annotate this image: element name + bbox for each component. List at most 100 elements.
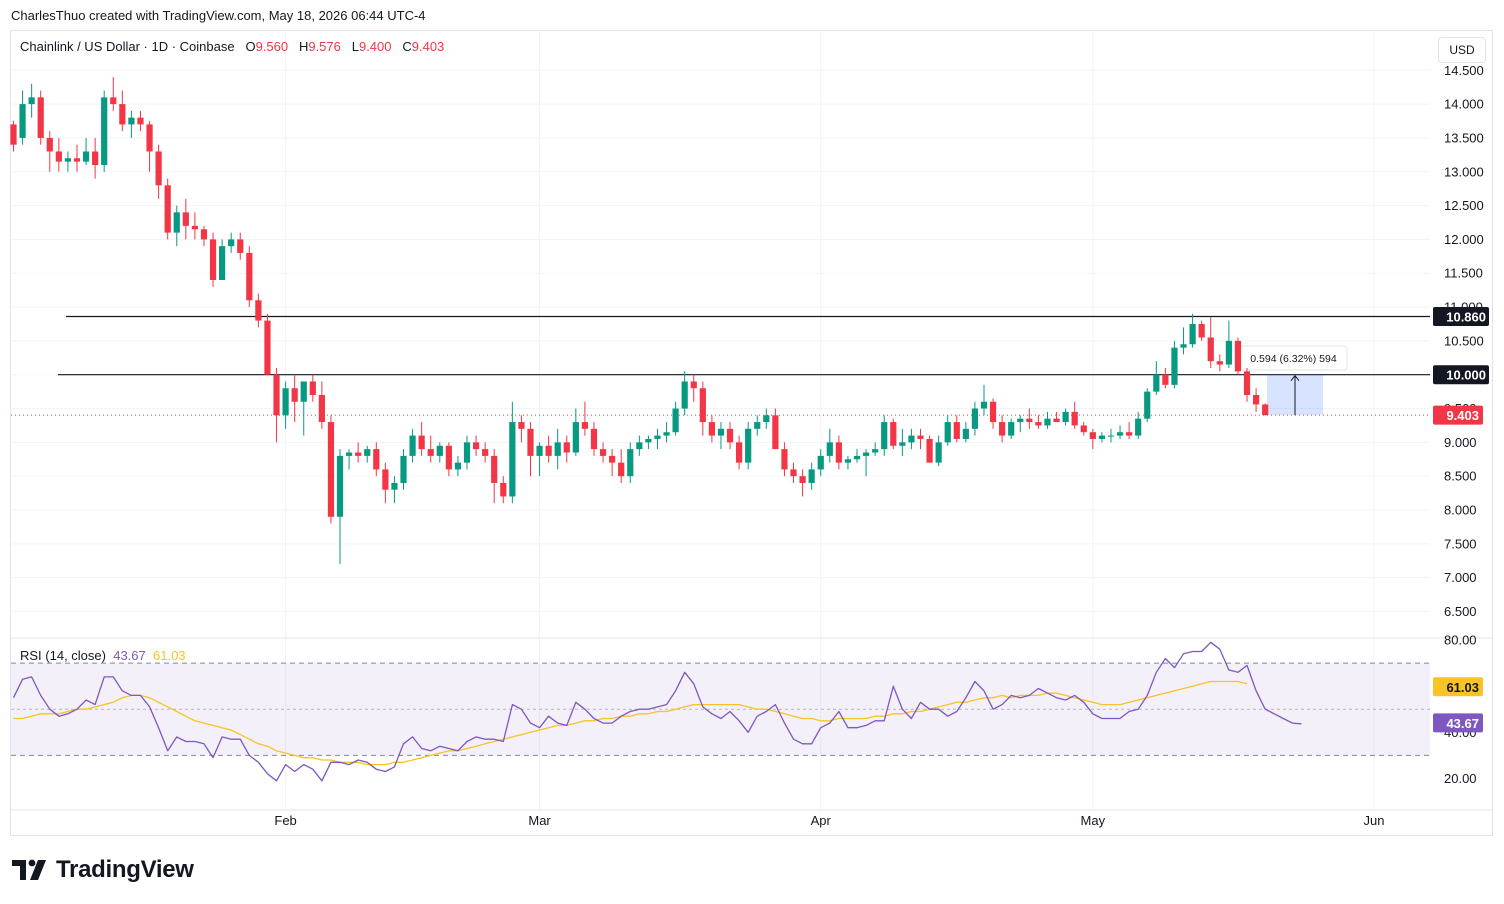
candle-body	[1135, 418, 1142, 436]
symbol-title[interactable]: Chainlink / US Dollar · 1D · Coinbase	[20, 39, 235, 54]
candle-body	[980, 401, 988, 409]
candle-body	[46, 137, 53, 152]
candle-body	[101, 97, 108, 165]
candle-body	[200, 229, 208, 240]
candle-body	[182, 212, 189, 226]
candle-body	[844, 459, 852, 463]
candle-body	[155, 151, 162, 186]
candle-body	[454, 462, 462, 470]
low-label: L	[351, 39, 359, 54]
close-value: 9.403	[411, 39, 445, 54]
chart-frame	[10, 30, 1493, 836]
candle-body	[500, 482, 507, 497]
rsi-title[interactable]: RSI (14, close)	[20, 648, 106, 663]
candle-body	[173, 212, 180, 233]
candle-body	[128, 117, 135, 125]
candle-body	[736, 442, 743, 463]
candle-body	[853, 455, 861, 460]
candle-body	[509, 422, 516, 497]
price-axis-tick: 13.000	[1444, 164, 1484, 179]
candle-body	[808, 469, 815, 483]
measure-label: 0.594 (6.32%) 594	[1250, 353, 1337, 365]
candle-body	[572, 422, 579, 453]
low-value: 9.400	[358, 39, 392, 54]
price-axis-tick: 8.000	[1444, 503, 1477, 518]
candle-body	[1243, 371, 1251, 395]
candle-body	[618, 462, 625, 477]
candle-body	[1035, 422, 1042, 426]
rsi-ma-line	[13, 680, 1248, 766]
candle-body	[799, 476, 806, 483]
candle-body	[327, 422, 335, 517]
candle-body	[418, 435, 425, 450]
candle-body	[726, 428, 734, 443]
price-axis-tick: 8.500	[1444, 469, 1477, 484]
candle-body	[681, 381, 688, 409]
candle-body	[119, 104, 126, 125]
candle-body	[491, 455, 498, 483]
tradingview-logo[interactable]: TradingView	[12, 856, 194, 884]
candle-body	[663, 432, 670, 436]
rsi-ma-legend-value: 61.03	[153, 648, 186, 663]
candle-body	[935, 442, 942, 463]
time-axis-label: May	[1081, 813, 1106, 828]
candle-body	[1207, 337, 1214, 362]
candle-body	[291, 388, 298, 402]
rsi-ma-axis-label-bg	[1433, 677, 1483, 697]
candle-body	[400, 455, 407, 483]
candle-body	[1098, 435, 1105, 439]
candle-body	[636, 442, 643, 450]
hline-axis-label-bg	[1433, 365, 1489, 385]
candle-body	[146, 124, 153, 152]
candle-body	[645, 438, 652, 443]
price-axis-tick: 12.500	[1444, 198, 1484, 213]
candle-body	[228, 239, 235, 247]
high-value: 9.576	[308, 39, 341, 54]
candle-body	[672, 408, 679, 433]
rsi-axis-tick: 80.00	[1444, 633, 1477, 648]
time-axis-label: Mar	[528, 813, 551, 828]
candle-body	[1262, 404, 1269, 416]
rsi-line	[12, 641, 1302, 782]
candle-body	[1126, 432, 1133, 436]
candle-body	[1116, 432, 1124, 436]
rsi-axis-label-bg	[1433, 713, 1483, 733]
candle-body	[373, 449, 380, 470]
candle-body	[862, 452, 870, 456]
candle-body	[999, 422, 1006, 436]
candle-body	[318, 395, 325, 423]
measure-arrow-head	[1290, 374, 1300, 382]
candle-body	[1189, 323, 1196, 345]
price-axis-tick: 6.500	[1444, 604, 1477, 619]
candle-body	[1252, 395, 1260, 405]
candle-body	[92, 151, 99, 165]
candle-body	[563, 442, 570, 453]
candle-body	[309, 381, 316, 395]
candle-body	[137, 117, 144, 125]
candle-body	[10, 124, 17, 145]
candle-body	[391, 482, 398, 490]
time-axis-label: Apr	[811, 813, 832, 828]
symbol-legend: Chainlink / US Dollar · 1D · Coinbase O9…	[20, 39, 444, 54]
candle-body	[345, 452, 353, 456]
candle-body	[209, 239, 217, 280]
candle-body	[1180, 344, 1187, 348]
rsi-ma-axis-label: 61.03	[1446, 680, 1479, 695]
candle-body	[463, 442, 471, 463]
candle-body	[745, 428, 752, 463]
hline-axis-label-bg	[1433, 307, 1489, 327]
candle-body	[73, 158, 81, 162]
candle-body	[1144, 391, 1151, 419]
candle-body	[1017, 418, 1024, 423]
price-axis-tick: 11.500	[1444, 266, 1483, 281]
candle-body	[1107, 435, 1115, 437]
close-label: C	[402, 39, 412, 54]
attribution-text: CharlesThuo created with TradingView.com…	[11, 8, 426, 23]
price-axis-tick: 7.000	[1444, 570, 1477, 585]
hline-axis-label: 10.000	[1446, 368, 1486, 383]
currency-button[interactable]: USD	[1438, 37, 1486, 63]
candle-body	[590, 428, 598, 450]
candle-body	[1071, 411, 1078, 426]
candle-body	[246, 252, 253, 301]
